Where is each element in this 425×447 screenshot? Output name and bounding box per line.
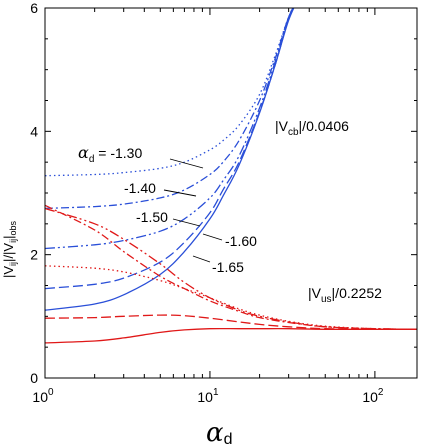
leader-1-30 [169,158,204,169]
vus-annotation: |Vus|/0.2252 [308,285,382,305]
leader-1-50 [172,218,201,227]
alpha-label-1-30: αd = -1.30 [78,143,142,165]
series-line-vus-8 [45,314,417,330]
alpha-label-1-40: -1.40 [124,180,156,196]
alpha-label-1-65: -1.65 [212,259,244,275]
y-tick-label: 4 [30,123,38,139]
series-line-vcb-2 [45,8,294,250]
y-tick-label: 0 [30,370,38,386]
x-tick-label: 102 [362,387,384,405]
x-tick-label: 100 [32,387,54,405]
series-line-vus-7 [45,207,417,330]
plot-frame [44,7,418,379]
vcb-annotation: |Vcb|/0.0406 [275,118,349,138]
series-layer [45,8,417,344]
y-tick-label: 2 [30,247,38,263]
leader-1-60 [202,233,223,241]
x-axis-label: αd [206,418,232,447]
annotation-leaders [163,158,223,263]
ticks-layer: 0 2 4 6 100 101 102 [30,0,417,405]
series-line-vcb-4 [45,8,295,311]
series-line-vus-5 [45,265,417,330]
leader-1-40 [163,189,197,197]
series-line-vus-9 [45,327,417,344]
y-axis-label: |Vij|/|Vij|obs [1,220,18,278]
x-tick-label: 101 [197,387,219,405]
series-line-vcb-1 [45,8,294,210]
y-tick-label: 6 [30,0,38,16]
alpha-label-1-60: -1.60 [225,233,257,249]
leader-1-65 [192,255,211,263]
alpha-label-1-50: -1.50 [136,209,168,225]
